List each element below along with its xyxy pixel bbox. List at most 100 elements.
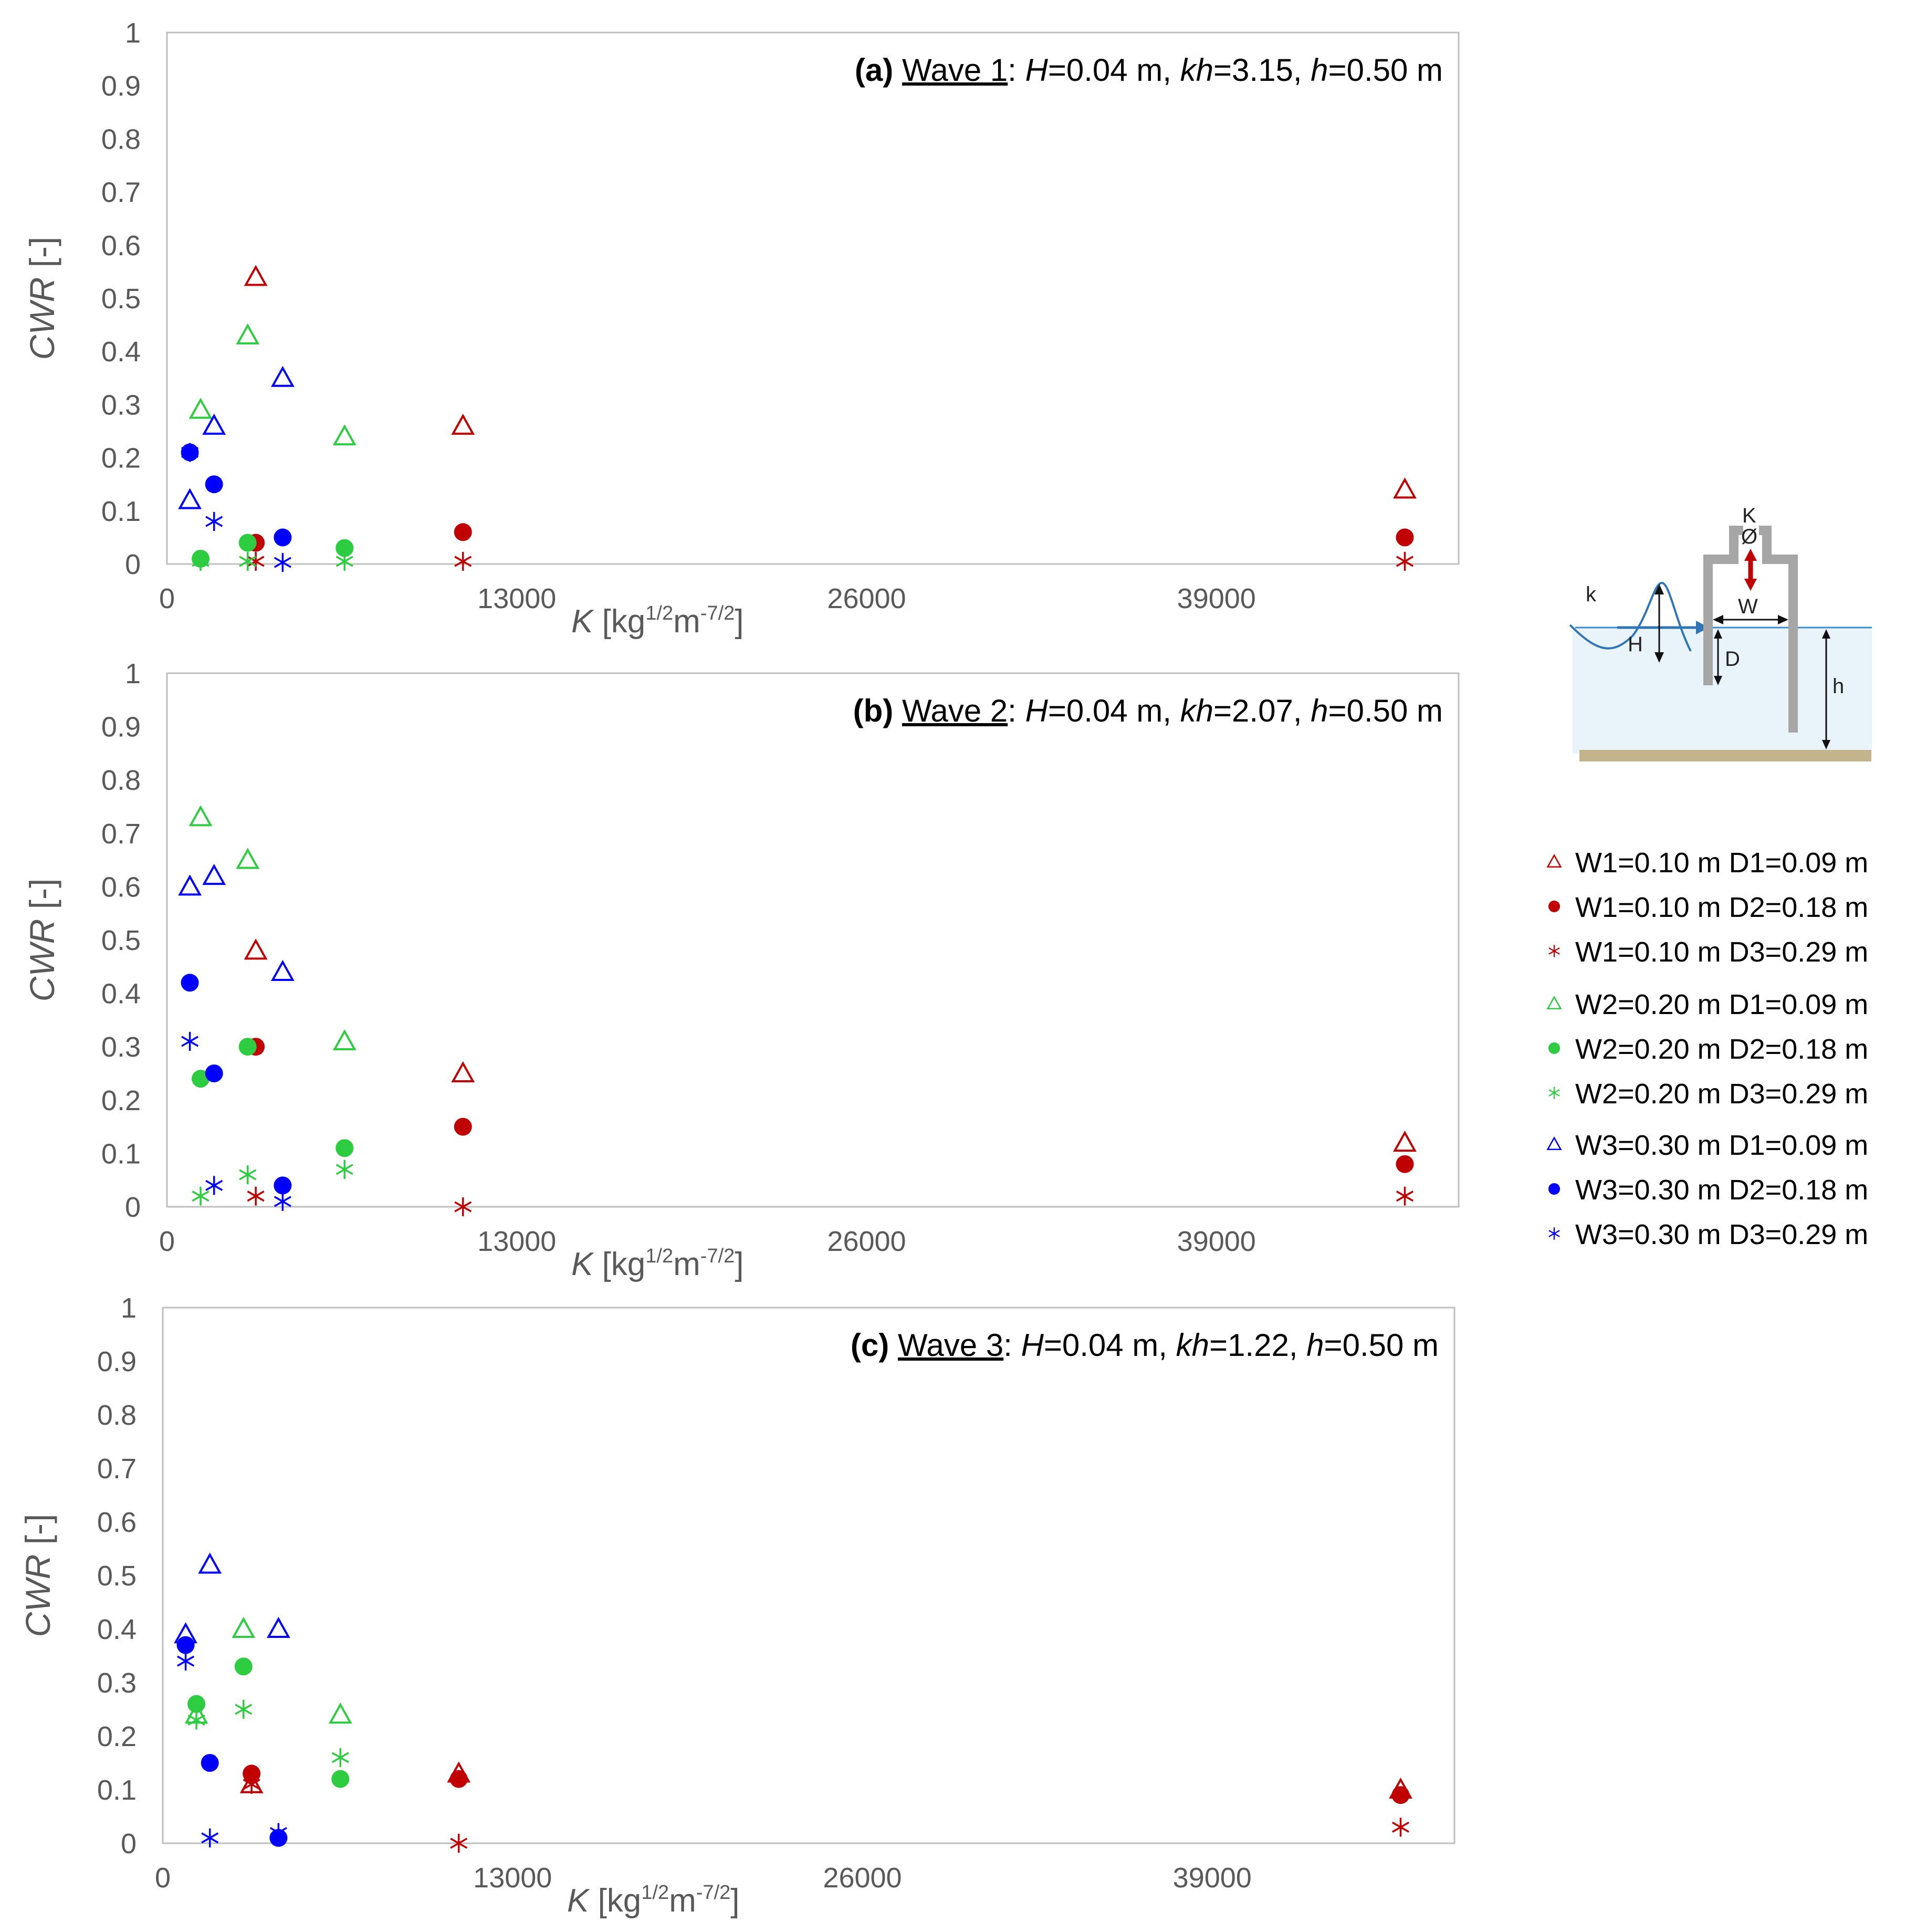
data-point-w2d3 bbox=[192, 1186, 210, 1206]
y-tick-label: 0 bbox=[125, 1192, 141, 1223]
y-tick-label: 0.3 bbox=[101, 1031, 141, 1063]
data-point-w1d1 bbox=[1393, 1130, 1417, 1152]
data-point-w3d3 bbox=[274, 1192, 291, 1211]
y-tick-label: 0.8 bbox=[97, 1400, 137, 1431]
diagram-label-D: D bbox=[1725, 648, 1740, 671]
data-point-w1d3 bbox=[243, 1774, 260, 1794]
y-tick-label: 0.6 bbox=[101, 230, 141, 262]
data-point-w2d3 bbox=[239, 551, 257, 571]
data-point-w3d3 bbox=[181, 1032, 199, 1051]
legend-label: W2=0.20 m D2=0.18 m bbox=[1575, 1033, 1868, 1065]
data-point-w1d1 bbox=[451, 413, 475, 435]
x-tick-label: 39000 bbox=[1177, 1226, 1256, 1257]
data-point-w1d2 bbox=[1391, 1786, 1410, 1804]
data-point-w2d2 bbox=[187, 1695, 206, 1713]
data-point-w1d1 bbox=[1393, 477, 1417, 499]
diagram-label-H: H bbox=[1628, 633, 1643, 656]
owc-schematic-diagram: k H K Ø W D h bbox=[1569, 504, 1872, 761]
x-axis-label: K [kg1/2m-7/2] bbox=[571, 602, 744, 640]
legend-label: W3=0.30 m D2=0.18 m bbox=[1575, 1174, 1868, 1206]
y-tick-label: 0.7 bbox=[101, 177, 141, 208]
diagram-label-h: h bbox=[1832, 675, 1844, 698]
x-tick-label: 13000 bbox=[473, 1862, 552, 1894]
data-point-w3d1 bbox=[178, 488, 202, 509]
legend-label: W1=0.10 m D3=0.29 m bbox=[1575, 936, 1868, 968]
y-tick-label: 0.9 bbox=[101, 712, 141, 743]
data-point-w3d2 bbox=[274, 528, 292, 547]
x-tick-label: 26000 bbox=[827, 1226, 906, 1257]
plot-area bbox=[162, 1307, 1455, 1844]
plot-area bbox=[166, 32, 1460, 565]
data-point-w1d3 bbox=[247, 1186, 265, 1206]
y-axis-label: CWR [-] bbox=[18, 1514, 57, 1637]
y-axis-label: CWR [-] bbox=[23, 879, 61, 1002]
arrow-head-icon bbox=[1822, 740, 1830, 749]
y-tick-label: 0 bbox=[125, 549, 141, 580]
data-point-w2d3 bbox=[336, 551, 353, 571]
data-point-w1d3 bbox=[454, 551, 472, 571]
y-tick-label: 0.1 bbox=[101, 496, 141, 527]
data-point-w3d3 bbox=[181, 443, 199, 462]
data-point-w1d3 bbox=[454, 1197, 472, 1216]
data-point-w3d3 bbox=[269, 1823, 287, 1842]
legend-label: W2=0.20 m D3=0.29 m bbox=[1575, 1078, 1868, 1110]
y-tick-label: 0.2 bbox=[101, 443, 141, 474]
data-point-w2d1 bbox=[188, 398, 213, 419]
legend-marker-w2d3 bbox=[1548, 1087, 1560, 1099]
data-point-w1d1 bbox=[244, 938, 268, 960]
chart-panels: 0 0.1 0.2 0.3 0.4 0.5 0.6 0.7 0.8 0.9 1 0 13000 26000… bbox=[18, 17, 1460, 1919]
diagram-label-k: k bbox=[1586, 583, 1597, 606]
x-tick-label: 26000 bbox=[823, 1862, 902, 1894]
data-point-w2d1 bbox=[236, 848, 260, 869]
y-tick-label: 0.7 bbox=[97, 1453, 137, 1485]
data-point-w2d3 bbox=[192, 551, 210, 571]
data-point-w3d1 bbox=[270, 959, 295, 981]
data-point-w1d1 bbox=[244, 265, 268, 286]
data-point-w2d2 bbox=[192, 1070, 210, 1088]
x-tick-label: 26000 bbox=[827, 583, 906, 614]
panel-title: (b) Wave 2: H=0.04 m, kh=2.07, h=0.50 m bbox=[853, 693, 1443, 728]
y-tick-label: 0.7 bbox=[101, 818, 141, 850]
legend: W1=0.10 m D1=0.09 m W1=0.10 m D2=0.18 m W1… bbox=[1546, 847, 1868, 1250]
data-point-w1d2 bbox=[1396, 1155, 1414, 1173]
data-point-w2d2 bbox=[238, 534, 257, 552]
data-point-w3d1 bbox=[202, 413, 226, 435]
y-tick-label: 0 bbox=[121, 1828, 137, 1860]
y-tick-label: 0.4 bbox=[101, 978, 141, 1010]
orifice-symbol: Ø bbox=[1741, 525, 1757, 548]
x-tick-label: 39000 bbox=[1177, 583, 1256, 614]
data-point-w1d2 bbox=[454, 523, 472, 541]
legend-marker-w1d3 bbox=[1548, 945, 1560, 957]
y-tick-label: 0.5 bbox=[101, 283, 141, 315]
arrow-head-icon bbox=[1713, 615, 1723, 624]
data-point-w2d1 bbox=[328, 1703, 352, 1724]
data-point-w3d1 bbox=[198, 1552, 222, 1574]
arrow-head-icon bbox=[1654, 584, 1664, 594]
data-point-w2d3 bbox=[331, 1748, 349, 1767]
data-point-w1d2 bbox=[243, 1764, 261, 1783]
data-point-w1d1 bbox=[451, 1061, 475, 1082]
owc-chamber-wall bbox=[1703, 526, 1798, 733]
chart-panel-3: 0 0.1 0.2 0.3 0.4 0.5 0.6 0.7 0.8 0.9 1 0 13000 26000… bbox=[18, 1292, 1455, 1919]
incident-wave-icon bbox=[1569, 581, 1692, 652]
legend-label: W3=0.30 m D1=0.09 m bbox=[1575, 1130, 1868, 1161]
data-point-w2d2 bbox=[331, 1770, 350, 1788]
diagram-label-W: W bbox=[1738, 595, 1758, 618]
y-tick-label: 0.3 bbox=[97, 1667, 137, 1699]
chart-panel-2: 0 0.1 0.2 0.3 0.4 0.5 0.6 0.7 0.8 0.9 1 0 13000 26000… bbox=[23, 658, 1460, 1282]
data-point-w3d3 bbox=[177, 1652, 195, 1671]
y-tick-label: 0.6 bbox=[101, 871, 141, 903]
y-tick-label: 0.1 bbox=[97, 1774, 137, 1806]
arrow-head-icon bbox=[1778, 615, 1788, 624]
data-point-w3d1 bbox=[266, 1616, 290, 1638]
panel-title: (c) Wave 3: H=0.04 m, kh=1.22, h=0.50 m bbox=[851, 1328, 1439, 1363]
x-tick-label: 0 bbox=[155, 1862, 171, 1894]
data-point-w2d1 bbox=[332, 1029, 357, 1051]
x-tick-label: 13000 bbox=[477, 583, 556, 614]
data-point-w1d2 bbox=[454, 1118, 472, 1136]
arrow-head-icon bbox=[1822, 629, 1830, 639]
panel-title: (a) Wave 1: H=0.04 m, kh=3.15, h=0.50 m bbox=[855, 53, 1443, 88]
data-point-w1d3 bbox=[247, 551, 265, 571]
y-tick-label: 0.1 bbox=[101, 1138, 141, 1169]
legend-marker-w1d2 bbox=[1548, 900, 1561, 913]
